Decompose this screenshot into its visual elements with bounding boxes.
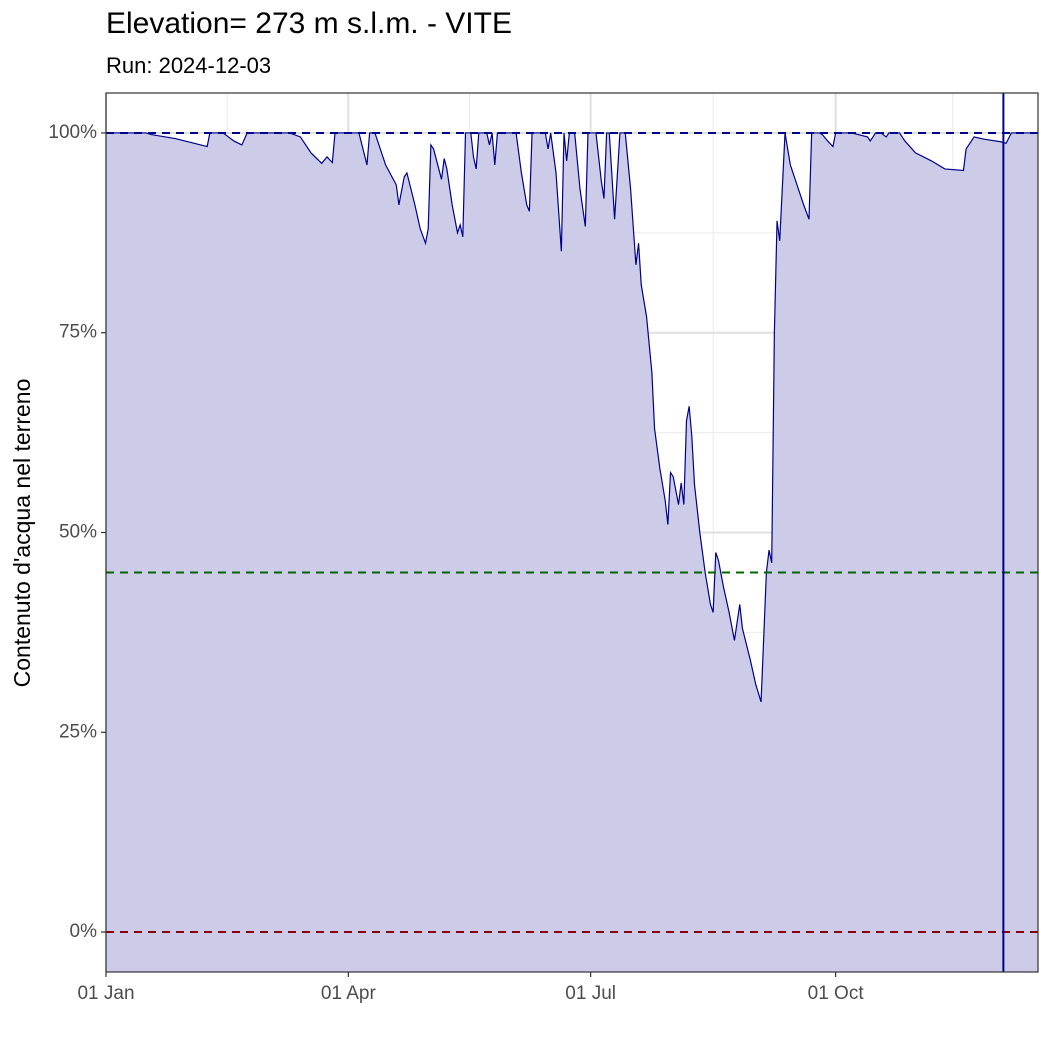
y-tick-label: 0% xyxy=(70,921,98,942)
y-tick-label: 100% xyxy=(48,122,97,143)
x-tick-label: 01 Oct xyxy=(808,983,865,1004)
x-tick-label: 01 Jan xyxy=(77,983,134,1004)
y-tick-label: 75% xyxy=(59,322,97,343)
chart-subtitle: Run: 2024-12-03 xyxy=(106,53,271,78)
x-tick-label: 01 Apr xyxy=(321,983,377,1004)
y-tick-label: 50% xyxy=(59,522,97,543)
y-tick-label: 25% xyxy=(59,721,97,742)
chart-title: Elevation= 273 m s.l.m. - VITE xyxy=(106,7,512,40)
y-axis-label: Contenuto d'acqua nel terreno xyxy=(9,379,35,688)
x-tick-label: 01 Jul xyxy=(565,983,616,1004)
area xyxy=(106,132,1038,973)
